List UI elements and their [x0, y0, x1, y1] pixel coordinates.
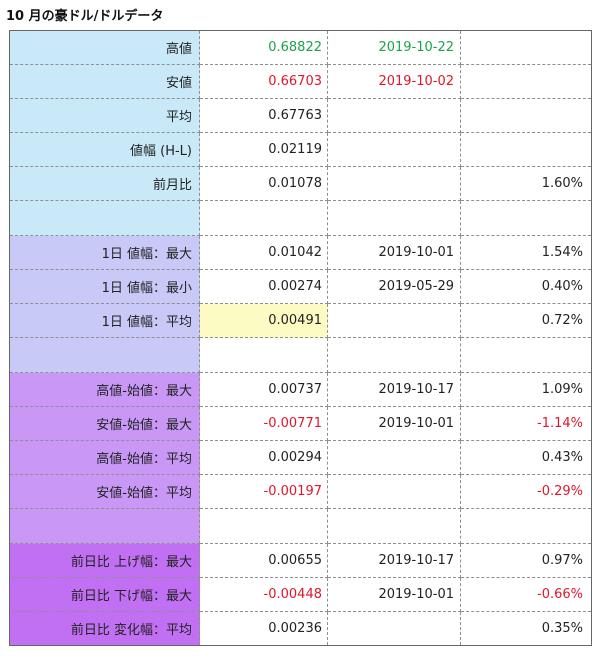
table-row: 前月比 0.01078 1.60%: [9, 166, 592, 201]
row-value: [199, 337, 328, 373]
row-percent: 0.97%: [460, 543, 592, 578]
row-percent: [460, 200, 592, 236]
table-row: 前日比 変化幅：平均 0.00236 0.35%: [9, 611, 592, 646]
row-percent: 0.35%: [460, 611, 592, 646]
row-label: 平均: [9, 98, 200, 133]
table-row: 安値-始値：最大 -0.00771 2019-10-01 -1.14%: [9, 406, 592, 441]
row-value: 0.00655: [199, 543, 328, 578]
row-value: [199, 200, 328, 236]
table-row: 安値 0.66703 2019-10-02: [9, 64, 592, 99]
row-label: 安値-始値：最大: [9, 406, 200, 441]
row-label: [9, 508, 200, 544]
row-date: 2019-10-17: [327, 372, 461, 407]
row-label: 値幅 (H-L): [9, 132, 200, 167]
row-value: -0.00448: [199, 577, 328, 612]
row-date: [327, 303, 461, 338]
row-value: -0.00771: [199, 406, 328, 441]
row-date: [327, 337, 461, 373]
row-value: 0.00274: [199, 269, 328, 304]
row-date: 2019-10-02: [327, 64, 461, 99]
row-percent: [460, 30, 592, 65]
row-percent: 1.09%: [460, 372, 592, 407]
row-date: 2019-05-29: [327, 269, 461, 304]
row-label: 1日 値幅：平均: [9, 303, 200, 338]
row-label: [9, 200, 200, 236]
row-percent: [460, 132, 592, 167]
row-percent: -1.14%: [460, 406, 592, 441]
row-value: -0.00197: [199, 474, 328, 509]
row-label: 前日比 上げ幅：最大: [9, 543, 200, 578]
row-value: 0.67763: [199, 98, 328, 133]
row-date: 2019-10-01: [327, 577, 461, 612]
row-percent: [460, 508, 592, 544]
table-row: 1日 値幅：最大 0.01042 2019-10-01 1.54%: [9, 235, 592, 270]
row-label: 安値-始値：平均: [9, 474, 200, 509]
row-value: 0.01042: [199, 235, 328, 270]
row-date: [327, 132, 461, 167]
stats-table: 高値 0.68822 2019-10-22 安値 0.66703 2019-10-02 平均…: [9, 30, 592, 646]
row-date: [327, 166, 461, 201]
row-date: [327, 611, 461, 646]
row-label: [9, 337, 200, 373]
row-value: 0.66703: [199, 64, 328, 99]
spacer-row: [9, 337, 592, 373]
row-label: 1日 値幅：最大: [9, 235, 200, 270]
spacer-row: [9, 200, 592, 236]
row-label: 高値-始値：平均: [9, 440, 200, 475]
table-row: 1日 値幅：平均 0.00491 0.72%: [9, 303, 592, 338]
row-value: 0.00491: [199, 303, 328, 338]
row-label: 前月比: [9, 166, 200, 201]
row-percent: -0.29%: [460, 474, 592, 509]
row-percent: 1.60%: [460, 166, 592, 201]
row-label: 前日比 変化幅：平均: [9, 611, 200, 646]
row-percent: [460, 64, 592, 99]
row-value: 0.00236: [199, 611, 328, 646]
spacer-row: [9, 508, 592, 544]
row-value: 0.68822: [199, 30, 328, 65]
sheet-title: 10 月の豪ドル/ドルデータ: [6, 9, 164, 24]
row-percent: [460, 98, 592, 133]
row-value: 0.00737: [199, 372, 328, 407]
table-row: 安値-始値：平均 -0.00197 -0.29%: [9, 474, 592, 509]
row-percent: 0.72%: [460, 303, 592, 338]
row-value: 0.01078: [199, 166, 328, 201]
row-percent: 0.40%: [460, 269, 592, 304]
table-row: 高値 0.68822 2019-10-22: [9, 30, 592, 65]
row-label: 高値-始値：最大: [9, 372, 200, 407]
row-label: 1日 値幅：最小: [9, 269, 200, 304]
table-row: 1日 値幅：最小 0.00274 2019-05-29 0.40%: [9, 269, 592, 304]
row-label: 前日比 下げ幅：最大: [9, 577, 200, 612]
table-row: 前日比 下げ幅：最大 -0.00448 2019-10-01 -0.66%: [9, 577, 592, 612]
row-date: 2019-10-01: [327, 406, 461, 441]
row-label: 高値: [9, 30, 200, 65]
row-date: 2019-10-17: [327, 543, 461, 578]
row-date: [327, 98, 461, 133]
row-date: 2019-10-01: [327, 235, 461, 270]
row-value: 0.02119: [199, 132, 328, 167]
row-percent: 1.54%: [460, 235, 592, 270]
row-date: [327, 508, 461, 544]
table-row: 高値-始値：最大 0.00737 2019-10-17 1.09%: [9, 372, 592, 407]
stats-table-body: 高値 0.68822 2019-10-22 安値 0.66703 2019-10-02 平均…: [9, 30, 592, 646]
row-date: [327, 440, 461, 475]
row-value: 0.00294: [199, 440, 328, 475]
table-row: 平均 0.67763: [9, 98, 592, 133]
row-percent: 0.43%: [460, 440, 592, 475]
table-row: 前日比 上げ幅：最大 0.00655 2019-10-17 0.97%: [9, 543, 592, 578]
row-percent: [460, 337, 592, 373]
row-date: 2019-10-22: [327, 30, 461, 65]
row-date: [327, 474, 461, 509]
row-percent: -0.66%: [460, 577, 592, 612]
table-row: 値幅 (H-L) 0.02119: [9, 132, 592, 167]
row-date: [327, 200, 461, 236]
table-row: 高値-始値：平均 0.00294 0.43%: [9, 440, 592, 475]
row-value: [199, 508, 328, 544]
row-label: 安値: [9, 64, 200, 99]
